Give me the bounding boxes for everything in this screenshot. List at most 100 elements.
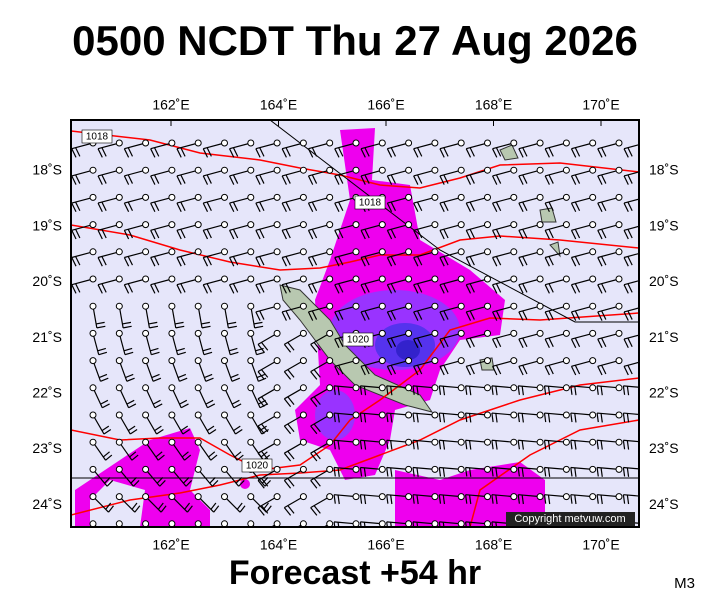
barb-feather — [438, 494, 442, 504]
wind-barb — [517, 465, 544, 477]
wind-barb — [596, 384, 623, 396]
barb-station — [562, 248, 570, 256]
barb-feather — [96, 321, 105, 325]
barb-station — [142, 520, 150, 527]
barb-station — [589, 357, 597, 365]
barb-station — [115, 411, 123, 419]
barb-feather — [522, 174, 528, 184]
wind-barb — [307, 275, 334, 294]
wind-barb — [142, 384, 163, 409]
wind-barb — [202, 221, 228, 240]
barb-feather — [443, 283, 449, 293]
wind-barb — [517, 384, 544, 396]
wind-barb — [570, 248, 597, 267]
barb-station — [457, 329, 465, 337]
barb-shaft — [439, 412, 462, 416]
barb-station — [642, 249, 648, 255]
barb-shaft — [281, 169, 304, 177]
wind-barb — [386, 221, 413, 240]
barb-feather — [601, 337, 607, 348]
barb-shaft — [334, 466, 357, 470]
barb-feather — [547, 440, 551, 450]
wind-barb — [623, 361, 639, 376]
barb-shaft — [176, 142, 199, 150]
barb-shaft — [203, 142, 225, 150]
barb-feather — [570, 175, 577, 185]
barb-feather — [209, 476, 216, 484]
barb-feather — [287, 369, 295, 378]
wind-barb — [97, 193, 123, 213]
barb-station — [615, 166, 623, 174]
barb-shaft — [197, 441, 212, 461]
barb-station — [352, 493, 360, 501]
barb-station — [642, 222, 648, 228]
barb-feather — [313, 505, 321, 514]
barb-station — [457, 193, 465, 201]
wind-barb — [123, 275, 150, 294]
barb-feather — [600, 386, 603, 396]
barb-feather — [465, 366, 472, 376]
lat-label: 19˚S — [32, 217, 62, 233]
barb-feather — [75, 147, 81, 157]
barb-feather — [123, 284, 130, 294]
barb-feather — [438, 467, 442, 477]
barb-feather — [495, 310, 502, 320]
barb-feather — [151, 373, 160, 379]
barb-feather — [98, 351, 108, 356]
barb-feather — [229, 230, 235, 240]
barb-feather — [261, 429, 269, 435]
barb-feather — [71, 175, 77, 185]
barb-shaft — [492, 142, 514, 150]
barb-feather — [180, 283, 186, 293]
barb-station — [352, 302, 360, 310]
barb-feather — [574, 310, 581, 320]
barb-feather — [100, 399, 109, 405]
barb-feather — [439, 366, 445, 376]
barb-feather — [548, 174, 554, 184]
barb-feather — [601, 228, 607, 239]
barb-station — [221, 438, 228, 446]
barb-shaft — [71, 169, 94, 177]
barb-station — [352, 275, 360, 283]
barb-feather — [71, 148, 77, 158]
barb-station — [536, 166, 544, 174]
barb-shaft — [197, 333, 205, 355]
barb-feather — [548, 337, 554, 348]
barb-feather — [181, 451, 189, 458]
barb-shaft — [571, 360, 593, 367]
barb-feather — [310, 452, 318, 462]
wind-barb — [596, 493, 623, 505]
barb-shaft — [360, 385, 383, 389]
barb-feather — [416, 147, 423, 157]
barb-station — [115, 166, 123, 174]
barb-shaft — [386, 385, 409, 389]
wind-barb — [386, 384, 413, 396]
barb-feather — [491, 413, 494, 423]
barb-feather — [390, 386, 393, 396]
barb-station — [589, 411, 597, 419]
barb-feather — [521, 386, 524, 396]
barb-station — [194, 302, 202, 310]
barb-station — [562, 139, 570, 147]
barb-feather — [129, 429, 138, 435]
barb-shaft — [597, 251, 620, 259]
barb-feather — [492, 311, 498, 321]
wind-barb — [281, 139, 307, 158]
barb-feather — [544, 338, 550, 349]
barb-feather — [547, 467, 551, 477]
barb-shaft — [491, 466, 514, 470]
wind-barb — [439, 329, 465, 349]
barb-shaft — [310, 387, 331, 400]
barb-shaft — [124, 196, 146, 204]
barb-feather — [570, 440, 573, 450]
wind-barb — [97, 275, 123, 294]
barb-station — [615, 139, 623, 147]
barb-station — [247, 493, 255, 501]
barb-shaft — [492, 278, 514, 286]
wind-barb — [413, 193, 439, 213]
wind-barb — [360, 139, 386, 158]
wind-barb — [465, 166, 491, 185]
wind-barb — [386, 139, 413, 158]
barb-station — [168, 520, 176, 527]
barb-feather — [338, 310, 344, 320]
